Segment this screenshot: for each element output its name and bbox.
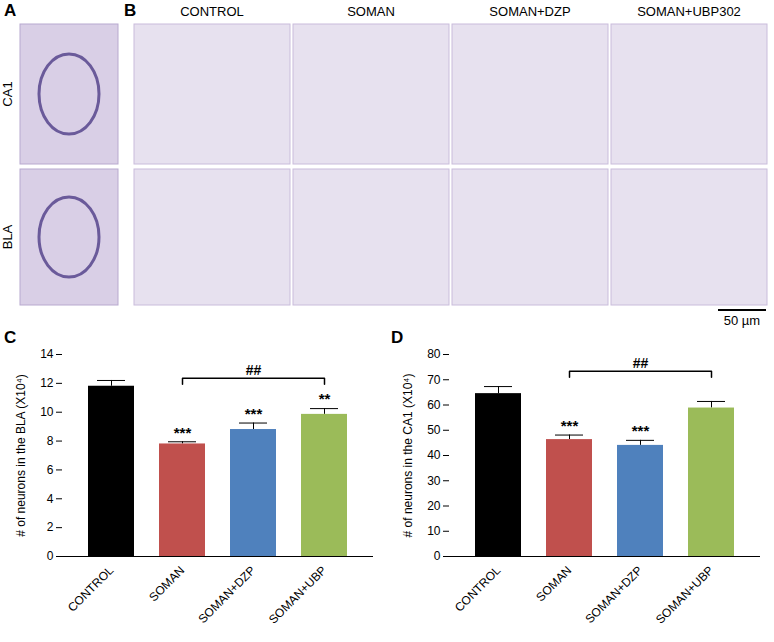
svg-text:12: 12 <box>40 376 54 390</box>
svg-text:70: 70 <box>427 373 441 387</box>
svg-text:SOMAN+DZP: SOMAN+DZP <box>195 563 258 626</box>
svg-text:B: B <box>124 1 136 20</box>
svg-text:CONTROL: CONTROL <box>65 563 117 615</box>
svg-text:0: 0 <box>434 549 441 563</box>
svg-text:80: 80 <box>427 347 441 361</box>
svg-text:20: 20 <box>427 499 441 513</box>
svg-text:# of neurons in the BLA (X10⁴): # of neurons in the BLA (X10⁴) <box>14 374 28 537</box>
svg-text:SOMAN: SOMAN <box>347 4 395 19</box>
svg-text:50: 50 <box>427 423 441 437</box>
svg-text:##: ## <box>633 355 649 371</box>
svg-text:A: A <box>4 1 16 20</box>
svg-text:4: 4 <box>47 492 54 506</box>
svg-text:SOMAN+UBP: SOMAN+UBP <box>653 563 716 626</box>
svg-text:50 µm: 50 µm <box>724 313 760 328</box>
svg-text:10: 10 <box>427 524 441 538</box>
svg-text:##: ## <box>246 362 262 378</box>
svg-text:CONTROL: CONTROL <box>452 563 504 615</box>
svg-text:10: 10 <box>40 405 54 419</box>
svg-text:***: *** <box>245 405 263 422</box>
svg-text:SOMAN+DZP: SOMAN+DZP <box>582 563 645 626</box>
svg-text:***: *** <box>632 422 650 439</box>
svg-text:CA1: CA1 <box>0 81 15 106</box>
svg-text:SOMAN: SOMAN <box>533 563 574 604</box>
svg-text:6: 6 <box>47 463 54 477</box>
svg-text:BLA: BLA <box>0 224 15 249</box>
svg-text:**: ** <box>319 390 331 407</box>
svg-text:***: *** <box>174 424 192 441</box>
svg-text:SOMAN: SOMAN <box>146 563 187 604</box>
svg-text:SOMAN+DZP: SOMAN+DZP <box>489 4 570 19</box>
svg-text:40: 40 <box>427 448 441 462</box>
svg-text:SOMAN+UBP: SOMAN+UBP <box>266 563 329 626</box>
svg-text:30: 30 <box>427 474 441 488</box>
svg-text:0: 0 <box>47 549 54 563</box>
html-text:C: C <box>4 328 17 347</box>
svg-text:14: 14 <box>40 347 54 361</box>
svg-text:# of neurons in the CA1 (X10⁴): # of neurons in the CA1 (X10⁴) <box>401 374 415 538</box>
svg-text:2: 2 <box>47 520 54 534</box>
svg-text:***: *** <box>561 417 579 434</box>
svg-text:60: 60 <box>427 398 441 412</box>
svg-text:8: 8 <box>47 434 54 448</box>
svg-text:SOMAN+UBP302: SOMAN+UBP302 <box>637 4 741 19</box>
html-text:D: D <box>391 328 404 347</box>
svg-text:CONTROL: CONTROL <box>180 4 244 19</box>
